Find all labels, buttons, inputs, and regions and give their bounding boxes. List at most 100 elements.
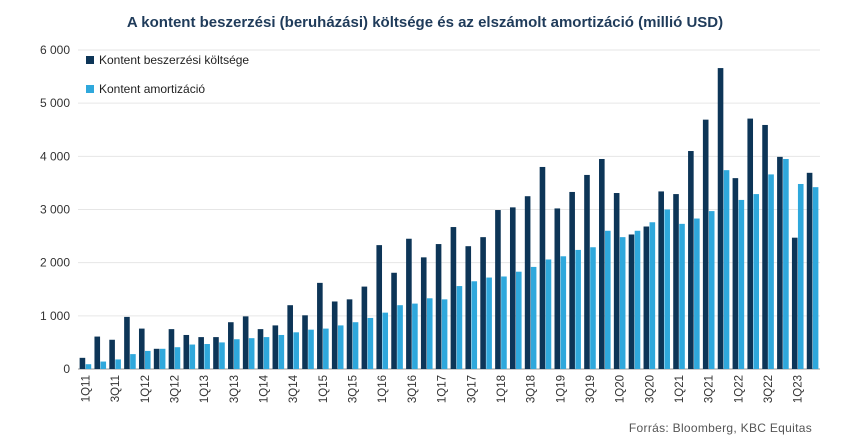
bar-cost [287,305,293,369]
bar-amortization [708,211,715,369]
bar-amortization [367,317,374,369]
bar-cost [539,166,546,369]
bar-amortization [412,303,418,369]
y-tick-label: 5 000 [40,96,70,110]
legend-item-amortization: Kontent amortizáció [86,82,205,96]
x-tick-label: 1Q18 [496,375,508,403]
bar-cost [673,194,679,369]
x-tick-label: 1Q11 [80,375,92,402]
y-tick-label: 4 000 [40,149,70,163]
bar-cost [198,337,204,369]
y-tick-label: 6 000 [40,43,70,57]
bar-amortization [664,209,670,369]
legend-label-amortization: Kontent amortizáció [99,82,206,96]
bar-cost [228,322,234,369]
bar-amortization [100,361,107,369]
bar-amortization [738,199,745,369]
bar-cost [168,329,175,369]
bar-cost [732,178,739,369]
bar-amortization [263,337,270,369]
bar-cost [317,282,323,369]
bar-amortization [605,230,611,369]
bar-cost [346,299,353,369]
bar-amortization [679,223,685,369]
bar-cost [272,325,279,369]
x-tick-label: 1Q19 [555,375,567,403]
x-tick-label: 1Q12 [140,375,152,403]
chart-title: A kontent beszerzési (beruházási) költsé… [126,14,724,31]
bar-amortization [189,344,196,369]
bar-amortization [797,183,804,369]
bar-amortization [159,348,166,369]
bar-amortization [768,174,774,369]
bar-cost [554,208,561,369]
bar-amortization [545,259,552,369]
y-tick-label: 1 000 [40,309,70,323]
bar-cost [628,234,635,369]
bar-amortization [204,344,210,369]
bar-amortization [397,305,403,369]
bar-cost [435,244,442,369]
bar-amortization [441,299,448,369]
bar-cost [213,337,219,369]
legend-swatch-cost [86,56,94,64]
bar-cost [183,334,190,369]
bar-cost [584,174,590,369]
bar-cost [509,207,516,369]
bar-cost [331,301,338,369]
x-tick-label: 1Q17 [437,375,449,403]
x-tick-label: 1Q23 [793,375,805,403]
bar-cost [109,339,115,369]
bar-cost [406,238,412,369]
x-tick-label: 3Q14 [288,374,300,403]
bar-cost [153,348,160,369]
bar-cost [524,196,531,369]
x-tick-label: 3Q16 [407,375,419,403]
bar-amortization [248,338,255,369]
bar-cost [569,191,575,369]
bar-cost [688,151,694,369]
x-tick-label: 1Q15 [318,375,330,403]
bar-amortization [85,364,92,369]
bar-amortization [783,158,789,369]
x-tick-label: 1Q14 [259,374,271,403]
bar-cost [658,191,664,369]
bar-cost [806,172,813,369]
bar-cost [257,329,264,369]
bar-amortization [234,339,240,369]
bar-cost [302,315,308,369]
bar-amortization [575,249,581,369]
bar-cost [643,226,650,369]
bar-amortization [471,281,478,369]
bar-cost [717,68,724,370]
bar-amortization [382,312,389,369]
x-tick-label: 3Q17 [466,375,478,403]
y-tick-label: 3 000 [40,203,70,217]
x-tick-label: 3Q19 [585,375,597,403]
bar-amortization [219,342,225,369]
x-tick-label: 3Q15 [348,375,360,403]
bar-amortization [323,328,329,369]
bar-amortization [456,286,463,369]
bar-cost [762,124,768,369]
bar-amortization [486,277,492,369]
bar-cost [613,193,620,369]
bar-cost [480,237,486,369]
bar-cost [495,210,501,369]
bar-cost [791,237,798,369]
bar-amortization [530,266,537,369]
bar-cost [777,156,783,369]
bar-amortization [515,271,522,369]
source-note: Forrás: Bloomberg, KBC Equitas [628,421,812,435]
bar-amortization [308,329,314,369]
bar-cost [79,357,86,369]
bar-amortization [560,256,567,369]
y-tick-label: 2 000 [40,256,70,270]
bar-cost [450,227,457,369]
bar-cost [361,286,368,369]
x-tick-label: 3Q11 [110,375,122,402]
bar-cost [138,328,145,369]
bar-amortization [694,218,700,369]
bar-amortization [352,322,359,369]
